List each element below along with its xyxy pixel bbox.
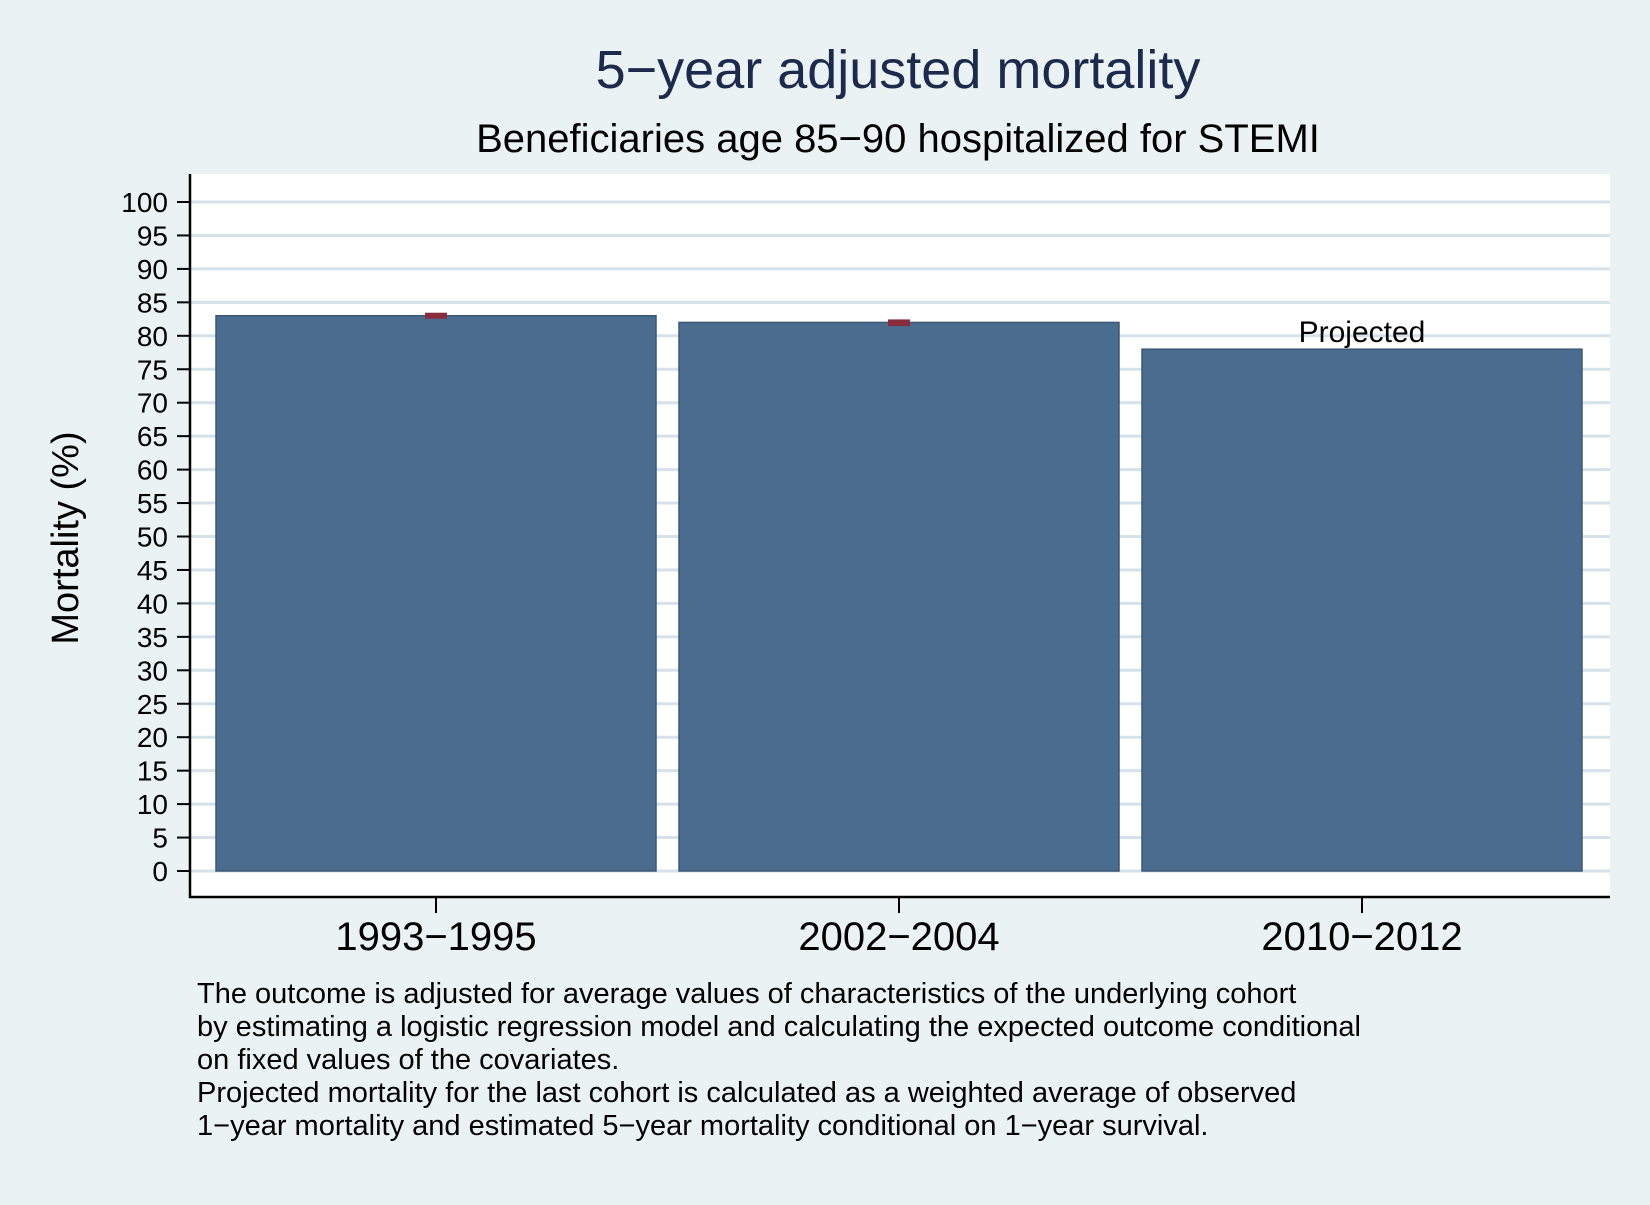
footnote-line: by estimating a logistic regression mode… (197, 1011, 1361, 1043)
y-tick-label: 5 (152, 823, 168, 854)
x-tick-label: 1993−1995 (335, 915, 536, 959)
bar (1141, 348, 1583, 872)
x-axis-ticks: 1993−1995 2002−2004 2010−2012 (335, 897, 1463, 959)
error-bar (425, 312, 447, 319)
y-tick-label: 35 (137, 622, 168, 653)
chart-subtitle: Beneficiaries age 85−90 hospitalized for… (476, 117, 1320, 161)
bar-annotation: Projected (1299, 316, 1426, 349)
x-tick-label: 2002−2004 (798, 915, 999, 959)
y-tick-label: 20 (137, 722, 168, 753)
bars (215, 314, 1583, 872)
error-bar (888, 319, 910, 327)
bar (215, 314, 657, 872)
bar (678, 321, 1120, 872)
y-tick-label: 60 (137, 455, 168, 486)
y-axis-ticks: 0510152025303540455055606570758085909510… (121, 187, 190, 887)
y-tick-label: 40 (137, 588, 168, 619)
y-tick-label: 75 (137, 354, 168, 385)
y-tick-label: 95 (137, 220, 168, 251)
footnote-line: 1−year mortality and estimated 5−year mo… (197, 1110, 1209, 1142)
footnote-line: Projected mortality for the last cohort … (197, 1077, 1297, 1109)
y-axis-label: Mortality (%) (45, 431, 87, 644)
footnote-line: The outcome is adjusted for average valu… (197, 978, 1297, 1010)
footnote: The outcome is adjusted for average valu… (197, 978, 1617, 1143)
y-tick-label: 50 (137, 522, 168, 553)
y-tick-label: 25 (137, 689, 168, 720)
y-tick-label: 15 (137, 756, 168, 787)
y-tick-label: 0 (152, 856, 168, 887)
y-tick-label: 30 (137, 655, 168, 686)
x-tick-label: 2010−2012 (1261, 915, 1462, 959)
y-tick-label: 100 (121, 187, 168, 218)
y-tick-label: 80 (137, 321, 168, 352)
y-tick-label: 85 (137, 287, 168, 318)
footnote-line: on fixed values of the covariates. (197, 1044, 620, 1076)
error-bars (425, 312, 910, 327)
chart-title: 5−year adjusted mortality (596, 40, 1201, 100)
y-tick-label: 45 (137, 555, 168, 586)
y-tick-label: 70 (137, 388, 168, 419)
y-tick-label: 65 (137, 421, 168, 452)
y-tick-label: 55 (137, 488, 168, 519)
y-tick-label: 10 (137, 789, 168, 820)
y-tick-label: 90 (137, 254, 168, 285)
annotations: Projected (1299, 316, 1426, 349)
